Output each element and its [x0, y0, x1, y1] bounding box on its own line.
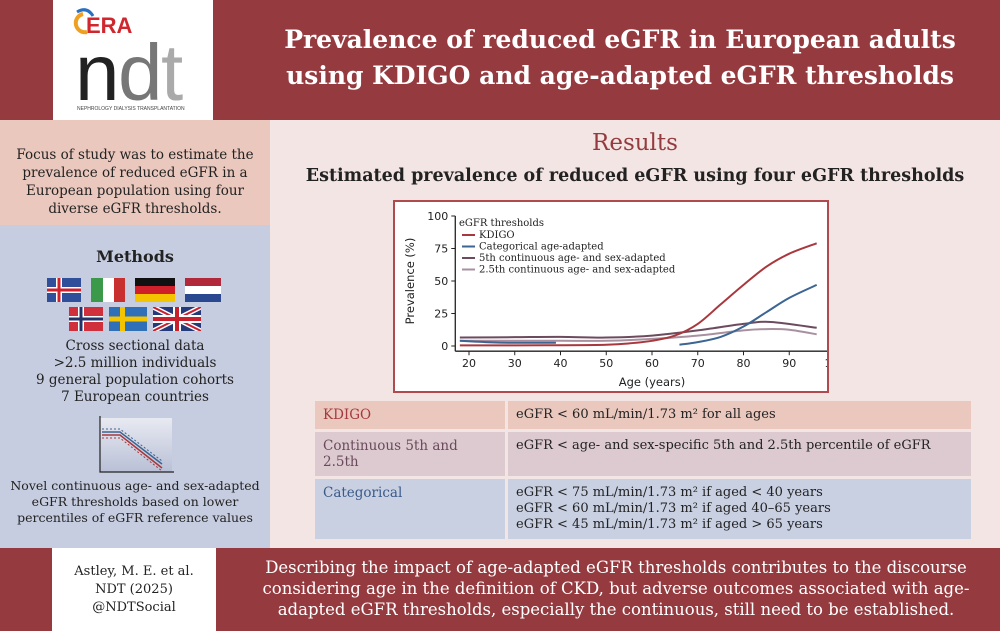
table-row-kdigo: KDIGO eGFR < 60 mL/min/1.73 m² for all a…: [315, 401, 971, 429]
x-tick-label: 60: [645, 357, 659, 370]
chart-box: 20 30 40 50 60 70 80 90 100 0 25 50 75 100 Age (years)…: [393, 200, 846, 393]
value-line: eGFR < 45 mL/min/1.73 m² if aged > 65 ye…: [516, 517, 823, 532]
method-line: 7 European countries: [61, 389, 209, 405]
page-title: Prevalence of reduced eGFR in European a…: [240, 22, 1000, 94]
series-line-1: [459, 339, 556, 344]
chart-subtitle: Estimated prevalence of reduced eGFR usi…: [305, 166, 965, 186]
x-tick-label: 50: [599, 357, 613, 370]
flag-germany-icon: [135, 278, 175, 302]
flag-iceland-icon: [47, 278, 81, 302]
method-line: Cross sectional data: [65, 338, 205, 354]
x-tick-label: 90: [782, 357, 796, 370]
legend-entry: 2.5th continuous age- and sex-adapted: [479, 265, 676, 276]
row-key: Continuous 5th and 2.5th: [315, 432, 505, 476]
svg-text:d: d: [118, 28, 158, 117]
value-line: eGFR < 60 mL/min/1.73 m² if aged 40–65 y…: [516, 501, 831, 516]
focus-text: Focus of study was to estimate the preva…: [16, 147, 254, 217]
y-tick-label: 75: [434, 243, 448, 256]
y-tick-label: 25: [434, 308, 448, 321]
citation: Astley, M. E. et al. NDT (2025) @NDTSoci…: [52, 548, 216, 631]
svg-text:n: n: [75, 28, 115, 117]
row-value: eGFR < 60 mL/min/1.73 m² for all ages: [508, 401, 971, 429]
social-handle[interactable]: @NDTSocial: [92, 600, 176, 615]
methods-text: Cross sectional data >2.5 million indivi…: [0, 338, 270, 406]
novel-thresholds-text: Novel continuous age- and sex-adapted eG…: [10, 478, 260, 525]
x-tick-label: 40: [554, 357, 568, 370]
row-key: Categorical: [315, 479, 505, 539]
value-line: eGFR < age- and sex-specific 5th and 2.5…: [516, 438, 931, 453]
method-line: >2.5 million individuals: [53, 355, 217, 371]
flag-sweden-icon: [109, 307, 147, 331]
flag-italy-icon: [91, 278, 125, 302]
row-key: KDIGO: [315, 401, 505, 429]
row-value: eGFR < 75 mL/min/1.73 m² if aged < 40 ye…: [508, 479, 971, 539]
x-tick-label: 30: [508, 357, 522, 370]
flag-uk-icon: [153, 307, 201, 331]
table-row-continuous: Continuous 5th and 2.5th eGFR < age- and…: [315, 432, 971, 476]
legend-entry: 5th continuous age- and sex-adapted: [479, 253, 666, 264]
citation-authors: Astley, M. E. et al.: [74, 564, 194, 579]
svg-text:ERA: ERA: [86, 13, 133, 38]
legend-entry: KDIGO: [479, 230, 515, 241]
series-line-1: [679, 283, 818, 346]
y-axis-label: Prevalence (%): [403, 238, 417, 325]
row-value: eGFR < age- and sex-specific 5th and 2.5…: [508, 432, 971, 476]
value-line: eGFR < 60 mL/min/1.73 m² for all ages: [516, 407, 776, 422]
y-tick-label: 50: [434, 275, 448, 288]
series-line-2: [459, 320, 817, 339]
threshold-table: KDIGO eGFR < 60 mL/min/1.73 m² for all a…: [315, 401, 971, 542]
series-line-0: [459, 242, 818, 347]
legend-entry: Categorical age-adapted: [479, 242, 604, 253]
x-tick-label: 80: [737, 357, 751, 370]
y-tick-label: 100: [427, 210, 448, 223]
x-tick-label: 70: [691, 357, 705, 370]
title-line: using KDIGO and age-adapted eGFR thresho…: [286, 61, 954, 90]
svg-text:t: t: [161, 28, 183, 117]
x-tick-label: 20: [462, 357, 476, 370]
conclusion-text: Describing the impact of age-adapted eGF…: [262, 558, 970, 619]
method-line: 9 general population cohorts: [36, 372, 234, 388]
flag-netherlands-icon: [185, 278, 221, 302]
legend-title: eGFR thresholds: [459, 218, 544, 229]
prevalence-chart: 20 30 40 50 60 70 80 90 100 0 25 50 75 100 Age (years)…: [403, 210, 846, 389]
title-line: Prevalence of reduced eGFR in European a…: [284, 25, 956, 54]
citation-journal: NDT (2025): [95, 582, 173, 597]
series-line-3: [459, 328, 817, 342]
value-line: eGFR < 75 mL/min/1.73 m² if aged < 40 ye…: [516, 485, 823, 500]
flag-norway-icon: [69, 307, 103, 331]
x-axis-label: Age (years): [619, 375, 686, 389]
results-title: Results: [592, 130, 678, 156]
x-tick-label: 100: [825, 357, 828, 370]
svg-text:NEPHROLOGY DIALYSIS TRANSPLANT: NEPHROLOGY DIALYSIS TRANSPLANTATION: [77, 106, 185, 112]
table-row-categorical: Categorical eGFR < 75 mL/min/1.73 m² if …: [315, 479, 971, 539]
methods-title: Methods: [96, 247, 174, 266]
mini-percentile-chart-icon: [99, 416, 174, 473]
y-tick-label: 0: [441, 340, 448, 353]
era-ndt-logo: ERA n d t NEPHROLOGY DIALYSIS TRANSPLANT…: [53, 0, 213, 120]
